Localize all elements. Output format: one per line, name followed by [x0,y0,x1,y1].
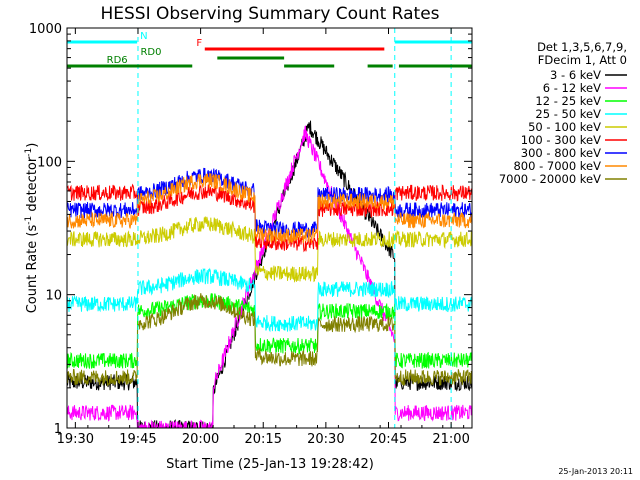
y-axis-label: Count Rate (s-1 detector-1) [24,143,40,314]
series-line-4 [67,216,472,283]
series-line-5 [67,183,472,253]
series-line-7 [67,173,472,244]
flag-layer: N F RD0 RD6 [67,31,472,68]
legend: Det 1,3,5,6,7,9, FDecim 1, Att 0 3 - 6 k… [499,40,627,186]
legend-label-5: 100 - 300 keV [521,133,601,147]
legend-label-8: 7000 - 20000 keV [499,172,601,186]
legend-label-2: 12 - 25 keV [535,94,601,108]
marker-layer [137,28,452,428]
flag-label-rd0: RD0 [140,47,161,58]
plot-frame [66,27,473,429]
series-layer [67,120,472,428]
flag-label-rd6: RD6 [107,55,128,66]
x-tick-label-5: 20:45 [370,432,407,447]
legend-label-3: 25 - 50 keV [535,107,601,121]
legend-label-1: 6 - 12 keV [543,81,601,95]
series-line-1 [67,125,472,428]
y-tick-label-3: 1000 [29,22,62,37]
series-line-3 [67,267,472,333]
legend-label-6: 300 - 800 keV [521,146,601,160]
legend-header-line-2: FDecim 1, Att 0 [538,53,627,67]
x-tick-label-1: 19:45 [119,432,156,447]
x-axis: 19:30 19:45 20:00 20:15 20:30 20:45 21:00 [57,28,470,447]
legend-label-0: 3 - 6 keV [550,68,601,82]
x-axis-label: Start Time (25-Jan-13 19:28:42) [166,457,374,472]
y-axis: 1 10 100 1000 [29,22,472,437]
y-tick-label-1: 10 [45,289,62,304]
x-tick-label-0: 19:30 [57,432,94,447]
flag-label-f: F [196,38,202,49]
series-line-2 [67,293,472,369]
y-tick-label-0: 1 [54,422,62,437]
x-tick-label-2: 20:00 [182,432,219,447]
y-tick-label-2: 100 [37,155,62,170]
x-tick-label-4: 20:30 [307,432,344,447]
series-line-8 [67,293,472,387]
legend-label-4: 50 - 100 keV [528,120,601,134]
flag-label-n: N [140,31,147,42]
x-tick-label-6: 21:00 [432,432,469,447]
x-tick-label-3: 20:15 [245,432,282,447]
legend-header-line-1: Det 1,3,5,6,7,9, [537,40,627,54]
legend-label-7: 800 - 7000 keV [513,159,601,173]
chart-title: HESSI Observing Summary Count Rates [100,4,439,24]
generation-timestamp: 25-Jan-2013 20:11 [558,467,633,476]
